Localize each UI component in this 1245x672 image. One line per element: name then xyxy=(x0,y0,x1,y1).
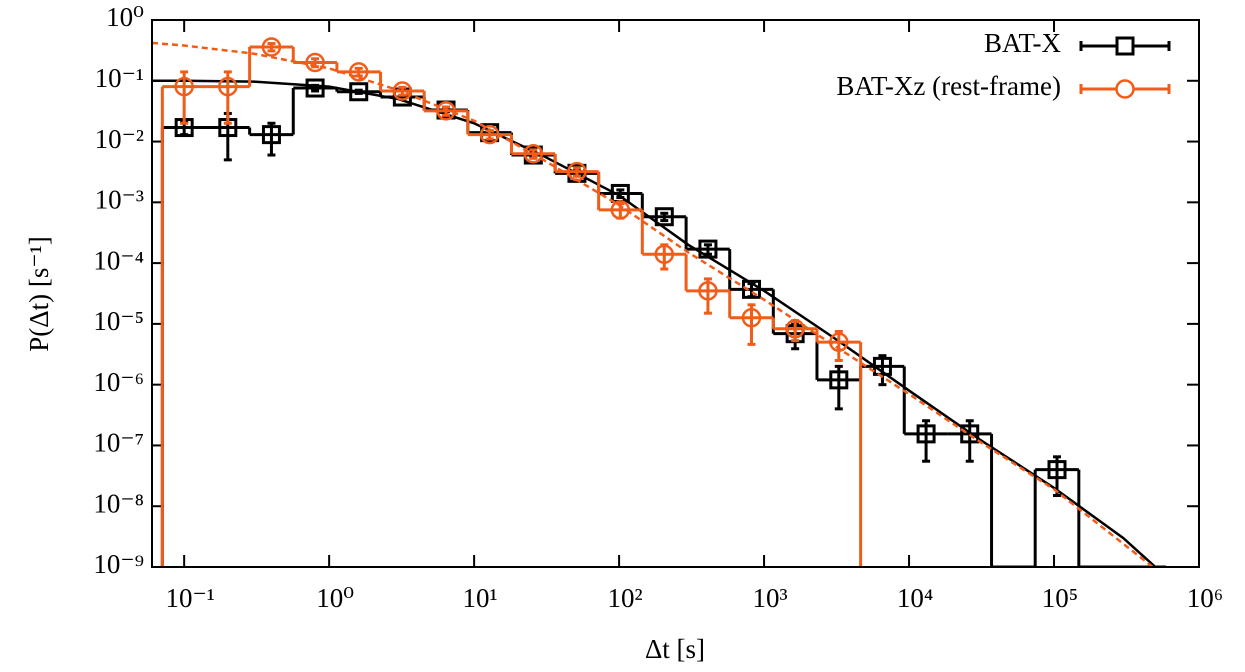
y-tick-label: 10⁻⁴ xyxy=(93,245,144,275)
marker xyxy=(785,319,805,339)
marker xyxy=(261,125,281,145)
legend-marker xyxy=(1115,79,1135,99)
fit-curve xyxy=(152,41,1154,567)
marker xyxy=(305,52,325,73)
y-tick-label: 10⁰ xyxy=(106,2,144,32)
fit-curve xyxy=(152,79,1157,567)
x-tick-label: 10² xyxy=(608,583,643,613)
marker xyxy=(654,207,674,227)
marker xyxy=(436,101,456,121)
x-axis-label: Δt [s] xyxy=(645,634,705,664)
x-tick-label: 10⁻¹ xyxy=(165,583,214,613)
marker xyxy=(654,244,675,264)
marker xyxy=(960,424,980,444)
marker xyxy=(829,370,849,390)
x-tick-label: 10⁵ xyxy=(1042,583,1078,613)
marker xyxy=(698,281,718,301)
x-tick-label: 10³ xyxy=(753,583,788,613)
marker xyxy=(261,37,282,57)
y-tick-label: 10⁻⁵ xyxy=(93,306,144,336)
plot-frame xyxy=(151,19,1200,568)
legend-label: BAT-Xz (rest-frame) xyxy=(836,71,1061,101)
marker xyxy=(523,144,544,164)
y-tick-label: 10⁻¹ xyxy=(95,63,144,93)
legend-marker xyxy=(1115,36,1135,56)
marker xyxy=(392,81,413,101)
x-tick-label: 10⁰ xyxy=(316,583,354,613)
x-tick-label: 10⁶ xyxy=(1187,583,1223,613)
marker xyxy=(741,308,762,328)
legend-label: BAT-X xyxy=(984,28,1062,58)
marker xyxy=(916,424,936,444)
marker xyxy=(1047,460,1067,480)
marker xyxy=(567,161,587,182)
y-tick-label: 10⁻² xyxy=(95,124,144,154)
marker xyxy=(348,62,369,82)
marker xyxy=(741,279,761,299)
y-tick-label: 10⁻⁸ xyxy=(93,488,144,518)
marker xyxy=(698,239,718,259)
marker xyxy=(479,124,500,145)
y-axis-label: P(Δt) [s⁻¹] xyxy=(24,236,54,351)
marker xyxy=(610,200,631,220)
marker xyxy=(218,76,238,97)
marker xyxy=(829,332,849,352)
marker xyxy=(872,356,892,376)
x-tick-label: 10¹ xyxy=(463,583,498,613)
marker xyxy=(349,82,369,102)
y-tick-label: 10⁻⁹ xyxy=(93,549,144,579)
y-tick-label: 10⁻⁶ xyxy=(93,367,144,397)
y-tick-label: 10⁻⁷ xyxy=(93,428,144,458)
marker xyxy=(305,78,325,98)
x-tick-label: 10⁴ xyxy=(897,583,933,613)
marker xyxy=(174,76,194,97)
y-tick-label: 10⁻³ xyxy=(95,185,144,215)
